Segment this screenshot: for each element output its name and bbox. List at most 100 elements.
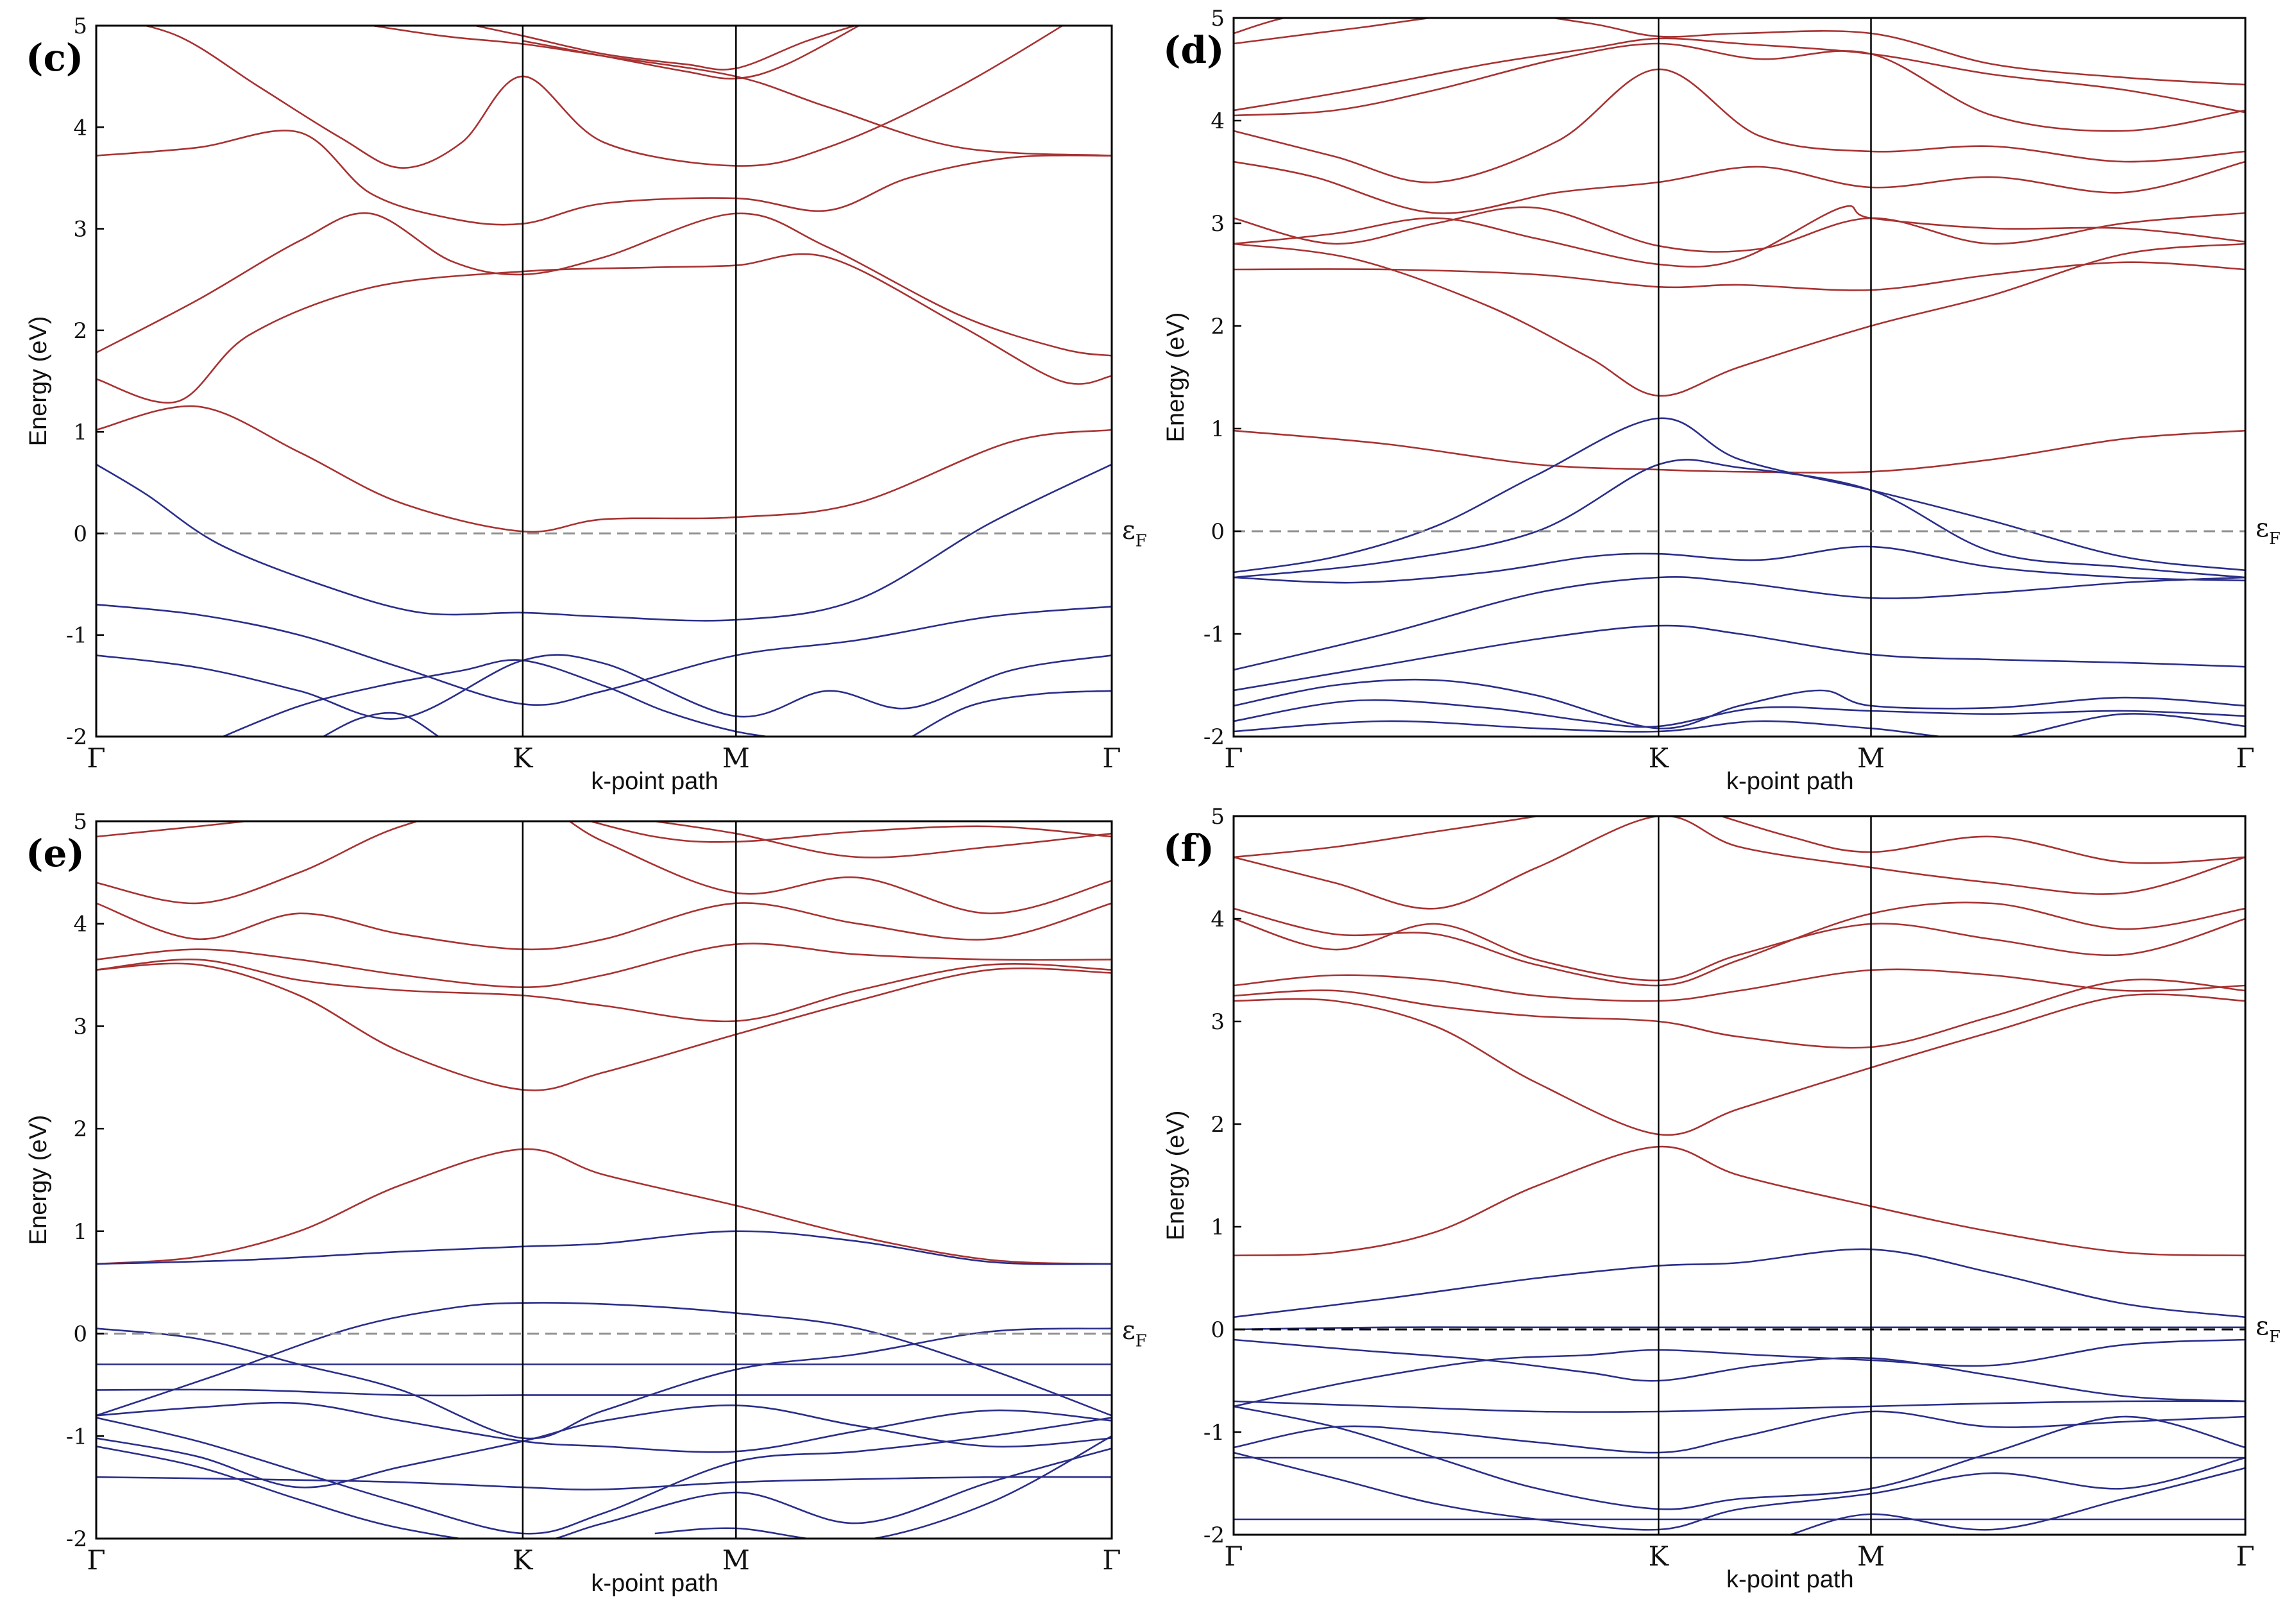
valence-band-v4 [1234,576,2245,671]
k-point-label: Γ [1102,1544,1121,1576]
conduction-band-c3 [1234,978,2245,1049]
k-point-label: Γ [87,742,105,774]
k-point-label: Γ [2236,1540,2254,1572]
valence-band-v3 [96,1327,1112,1440]
k-point-label: K [513,1544,534,1576]
y-axis-label: Energy (eV) [25,316,52,447]
y-tick-label: 3 [73,1014,87,1039]
conduction-band-c5 [1234,917,2245,982]
panel-label: (d) [1163,28,1224,72]
panel-f: -2 -1 0 1 2 3 4 5 Γ K M Γk-point path Energy (eV) (f)… [1162,804,2281,1593]
conduction-band-c6 [367,26,1112,157]
conduction-band-c7 [96,821,254,838]
conduction-band-c8 [1234,816,1542,858]
conduction-band-c5 [1234,206,2245,253]
k-point-label: K [513,742,534,774]
valence-band-v8 [1234,713,2245,737]
k-point-label: M [1857,742,1885,774]
y-axis-label: Energy (eV) [25,1115,52,1245]
plot-frame [1232,17,2247,738]
y-axis-label: Energy (eV) [1162,312,1189,443]
plot-frame [95,820,1113,1540]
conduction-band-c6 [96,821,1112,915]
fermi-energy-label: εF [2256,513,2281,549]
conduction-band-c5 [96,902,1112,951]
valence-band-v2 [1234,459,2245,579]
bands-group [1234,18,2245,737]
valence-band-v10 [96,1446,1112,1539]
conduction-band-c10 [1234,18,2245,86]
conduction-band-c1 [96,405,1112,533]
conduction-band-c7 [1234,816,2245,910]
valence-band-v1 [1234,1248,2245,1319]
y-tick-label: 1 [73,420,87,445]
k-point-label: M [722,1544,750,1576]
valence-band-v7 [96,1404,1112,1489]
conduction-band-c3 [1234,261,2245,291]
conduction-band-c6 [1234,160,2245,214]
k-point-label: M [722,742,750,774]
valence-band-v7 [1234,699,2245,728]
valence-band-v8 [96,1476,1112,1490]
y-tick-label: 5 [1211,804,1225,830]
y-tick-label: -2 [1203,1523,1225,1548]
conduction-band-c4 [1234,968,2245,1002]
y-tick-label: 1 [73,1219,87,1245]
conduction-band-c6 [1234,901,2245,987]
conduction-band-c2 [96,962,1112,1091]
valence-band-v6 [96,1401,1112,1453]
fermi-energy-label: εF [2256,1311,2281,1347]
valence-band-v9 [96,1417,1112,1535]
y-tick-label: 1 [1211,1215,1225,1240]
y-tick-label: 4 [1211,108,1225,134]
panel-e: -2 -1 0 1 2 3 4 5 Γ K M Γk-point path Energy (eV) (e)… [25,809,1147,1597]
y-axis-label: Energy (eV) [1162,1111,1189,1241]
panel-label: (f) [1163,826,1214,870]
conduction-band-c1 [96,1148,1112,1265]
y-tick-label: -1 [66,623,87,649]
conduction-band-c11 [1234,18,1289,35]
y-tick-label: 3 [1211,1009,1225,1035]
y-tick-label: -1 [1203,1420,1225,1446]
y-tick-label: 3 [73,217,87,243]
valence-band-v11 [1789,1467,2245,1535]
conduction-band-c4 [1234,205,2245,268]
y-tick-label: 0 [1211,1317,1225,1343]
valence-band-v2 [96,1302,1112,1417]
panel-label: (c) [26,36,83,80]
k-point-label: K [1649,1540,1670,1572]
y-tick-label: 0 [73,1322,87,1347]
valence-band-v1 [1234,417,2245,574]
valence-band-v6 [1234,1410,2245,1454]
k-point-label: Γ [1102,742,1121,774]
k-point-label: M [1857,1540,1885,1572]
y-tick-label: 1 [1211,416,1225,442]
conduction-band-c1 [1234,429,2245,474]
panel-c: -2 -1 0 1 2 3 4 5 Γ K M Γk-point path Energy (eV) (c)… [25,13,1147,795]
bands-group [96,821,1112,1539]
plot-frame [95,24,1113,738]
y-tick-label: 2 [73,318,87,344]
k-point-label: K [1649,742,1670,774]
panel-label: (e) [26,832,85,875]
conduction-band-c4 [96,943,1112,989]
x-axis-label: k-point path [591,1570,719,1597]
conduction-band-c3 [96,212,1112,357]
valence-band-v4 [221,659,773,737]
y-tick-label: -2 [1203,724,1225,750]
y-tick-label: 5 [1211,6,1225,31]
conduction-band-c8 [1234,42,2245,132]
valence-band-v3 [96,654,1112,720]
y-tick-label: -2 [66,724,87,750]
y-tick-label: -1 [66,1424,87,1449]
x-axis-label: k-point path [591,768,719,795]
y-tick-label: -2 [66,1526,87,1552]
conduction-band-c7 [1234,68,2245,183]
y-tick-label: 0 [1211,519,1225,545]
y-tick-label: 0 [73,521,87,547]
plot-frame [1232,815,2247,1536]
k-point-label: Γ [87,1544,105,1576]
conduction-band-c9 [654,821,1112,858]
valence-band-v9 [1234,1451,2245,1531]
